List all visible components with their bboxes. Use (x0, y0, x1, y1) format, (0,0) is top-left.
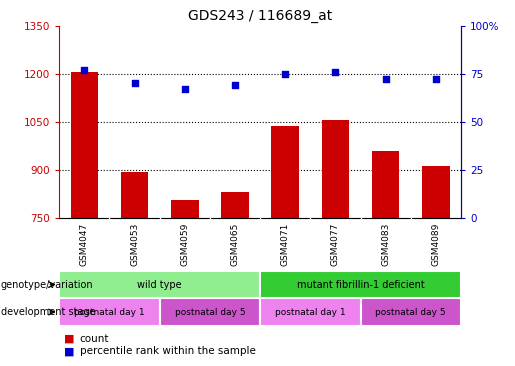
Text: GSM4059: GSM4059 (180, 223, 189, 266)
Text: GSM4089: GSM4089 (432, 223, 440, 266)
Text: mutant fibrillin-1 deficient: mutant fibrillin-1 deficient (297, 280, 424, 290)
Text: GSM4071: GSM4071 (281, 223, 289, 266)
Bar (271, 127, 299, 218)
Text: development stage: development stage (1, 307, 95, 317)
Text: postnatal day 5: postnatal day 5 (375, 307, 446, 317)
Bar (71, 72, 98, 218)
Text: count: count (80, 333, 109, 344)
Bar (171, 199, 199, 218)
Text: postnatal day 1: postnatal day 1 (275, 307, 346, 317)
Bar (260, 271, 461, 298)
Text: ■: ■ (64, 346, 75, 356)
Bar (59, 271, 260, 298)
Point (331, 69, 339, 75)
Bar (121, 172, 148, 218)
Bar (221, 192, 249, 218)
Bar (59, 298, 160, 326)
Text: GSM4053: GSM4053 (130, 223, 139, 266)
Text: genotype/variation: genotype/variation (1, 280, 93, 290)
Bar (321, 120, 349, 218)
Text: GSM4047: GSM4047 (80, 223, 89, 266)
Text: GSM4065: GSM4065 (231, 223, 239, 266)
Point (281, 71, 289, 76)
Bar (260, 298, 360, 326)
Bar (422, 166, 450, 218)
Text: percentile rank within the sample: percentile rank within the sample (80, 346, 256, 356)
Text: wild type: wild type (138, 280, 182, 290)
Title: GDS243 / 116689_at: GDS243 / 116689_at (188, 9, 332, 23)
Point (181, 86, 189, 92)
Text: GSM4077: GSM4077 (331, 223, 340, 266)
Text: postnatal day 5: postnatal day 5 (175, 307, 245, 317)
Point (80, 67, 89, 73)
Point (432, 76, 440, 82)
Text: GSM4083: GSM4083 (381, 223, 390, 266)
Point (231, 82, 239, 88)
Text: postnatal day 1: postnatal day 1 (74, 307, 145, 317)
Bar (360, 298, 461, 326)
Point (382, 76, 390, 82)
Point (130, 80, 139, 86)
Bar (372, 150, 400, 218)
Text: ■: ■ (64, 333, 75, 344)
Bar (160, 298, 260, 326)
